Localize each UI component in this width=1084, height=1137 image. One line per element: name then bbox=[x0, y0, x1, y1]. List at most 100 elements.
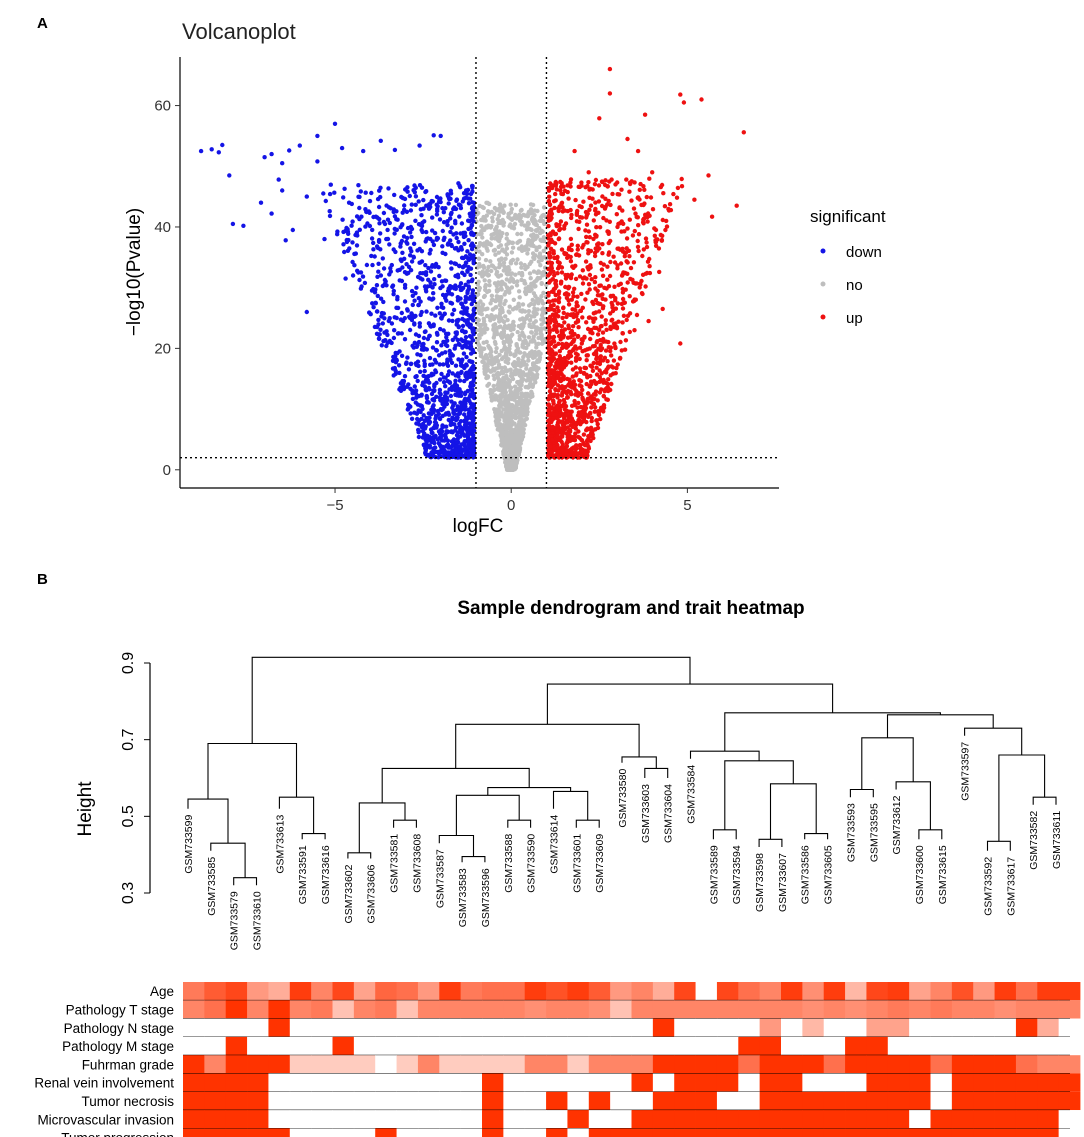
point-up bbox=[572, 286, 577, 291]
point-up bbox=[569, 312, 574, 317]
point-down bbox=[444, 361, 450, 366]
point-up bbox=[556, 236, 561, 242]
point-down bbox=[419, 416, 424, 422]
point-no bbox=[526, 239, 531, 245]
point-down bbox=[470, 241, 475, 246]
point-up bbox=[563, 272, 568, 278]
point-down bbox=[388, 206, 393, 211]
point-no bbox=[520, 302, 526, 307]
point-down bbox=[391, 335, 397, 341]
point-down bbox=[428, 362, 433, 367]
point-down bbox=[350, 219, 355, 224]
point-no bbox=[483, 282, 488, 288]
point-up bbox=[592, 409, 597, 414]
point-no bbox=[488, 388, 493, 393]
point-down bbox=[411, 241, 417, 246]
heatmap-cell bbox=[994, 1091, 1017, 1111]
point-up bbox=[566, 286, 571, 291]
point-down bbox=[426, 277, 431, 282]
heatmap-cell bbox=[183, 1091, 205, 1111]
point-down bbox=[459, 359, 464, 364]
point-up bbox=[549, 289, 555, 294]
point-up bbox=[598, 416, 603, 422]
heatmap-cell bbox=[674, 1000, 696, 1019]
point-no bbox=[492, 322, 498, 327]
point-no bbox=[477, 322, 482, 328]
point-no bbox=[494, 269, 500, 275]
point-up bbox=[600, 330, 606, 335]
point-no bbox=[526, 309, 532, 314]
point-down bbox=[468, 196, 473, 201]
heatmap-cell bbox=[289, 982, 312, 1001]
point-no bbox=[480, 274, 485, 279]
point-up bbox=[603, 322, 608, 327]
point-up bbox=[547, 202, 553, 207]
point-down bbox=[463, 335, 469, 340]
point-down bbox=[410, 293, 415, 298]
sample-label: GSM733583 bbox=[457, 868, 469, 927]
point-up bbox=[580, 281, 586, 286]
dendrogram-branch bbox=[644, 767, 669, 778]
heatmap-cell bbox=[909, 982, 931, 1001]
point-no bbox=[494, 208, 499, 213]
point-up bbox=[563, 412, 569, 418]
heatmap-cell bbox=[460, 982, 483, 1001]
heatmap-cell bbox=[247, 1110, 269, 1129]
point-no bbox=[505, 317, 510, 323]
point-down bbox=[290, 227, 295, 233]
point-up bbox=[671, 191, 676, 197]
point-down bbox=[447, 445, 453, 450]
point-up bbox=[585, 396, 590, 402]
point-down bbox=[437, 377, 443, 382]
heatmap-cell bbox=[866, 1091, 889, 1111]
point-up bbox=[586, 170, 591, 175]
point-down bbox=[389, 340, 394, 346]
point-no bbox=[505, 266, 510, 271]
heatmap-cell bbox=[1037, 982, 1060, 1001]
heatmap-cell bbox=[460, 1055, 483, 1074]
point-up bbox=[637, 285, 642, 290]
point-no bbox=[506, 439, 512, 445]
point-up bbox=[605, 277, 610, 282]
heatmap-cell bbox=[353, 1073, 376, 1092]
point-up bbox=[605, 264, 610, 269]
point-down bbox=[377, 216, 382, 222]
point-up bbox=[585, 353, 590, 358]
point-down bbox=[280, 188, 285, 193]
point-down bbox=[445, 222, 450, 228]
point-no bbox=[514, 458, 519, 463]
point-down bbox=[471, 261, 476, 266]
point-down bbox=[397, 370, 402, 376]
point-up bbox=[587, 195, 592, 200]
point-down bbox=[454, 447, 459, 453]
point-down bbox=[448, 196, 453, 201]
point-down bbox=[438, 133, 443, 139]
point-down bbox=[341, 242, 346, 247]
point-down bbox=[451, 403, 456, 408]
point-up bbox=[572, 337, 577, 342]
point-no bbox=[533, 293, 538, 299]
dendrogram-branch bbox=[758, 838, 783, 847]
point-up bbox=[561, 377, 566, 382]
point-no bbox=[481, 294, 487, 300]
point-down bbox=[424, 395, 430, 401]
point-up bbox=[574, 219, 580, 224]
point-no bbox=[493, 252, 498, 257]
heatmap-cell bbox=[204, 1055, 227, 1074]
point-down bbox=[374, 244, 380, 249]
point-down bbox=[452, 246, 458, 251]
point-down bbox=[385, 227, 390, 233]
point-up bbox=[631, 206, 637, 211]
heatmap-cell bbox=[546, 1055, 568, 1074]
heatmap-cell bbox=[845, 1055, 867, 1074]
point-up bbox=[595, 332, 601, 337]
sample-label: GSM733591 bbox=[297, 845, 309, 904]
dendrogram-branch bbox=[724, 760, 794, 830]
point-down bbox=[422, 368, 427, 374]
point-up bbox=[709, 214, 715, 219]
point-no bbox=[490, 297, 495, 303]
point-down bbox=[393, 249, 398, 255]
point-up bbox=[593, 200, 598, 205]
point-up bbox=[556, 365, 561, 370]
point-up bbox=[559, 439, 564, 445]
